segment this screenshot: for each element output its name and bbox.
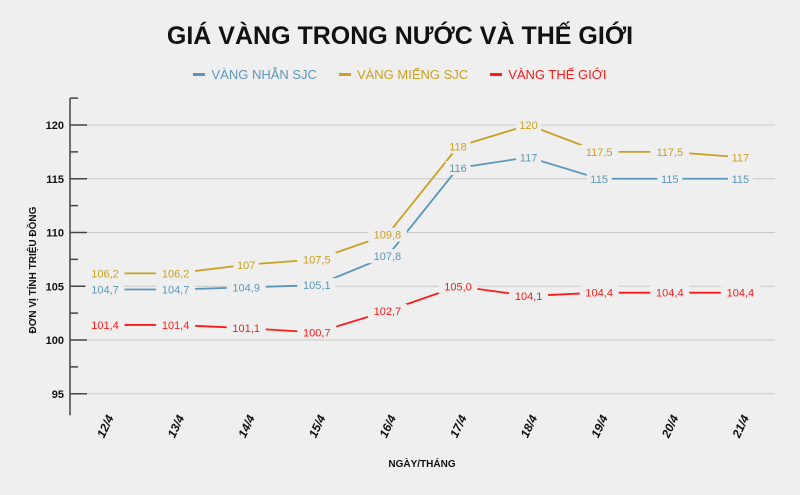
x-tick-label: 12/4	[94, 412, 117, 439]
legend-label: VÀNG THẾ GIỚI	[508, 67, 607, 82]
x-tick-label: 20/4	[658, 412, 681, 440]
legend-swatch	[338, 73, 351, 76]
data-label-bg	[516, 150, 542, 165]
y-tick-label: 115	[46, 174, 64, 186]
data-label: 104,4	[727, 288, 755, 300]
legend-item: VÀNG MIẾNG SJC	[338, 67, 469, 82]
data-label-bg	[233, 257, 259, 272]
data-label: 107,5	[303, 254, 331, 266]
data-label-bg	[720, 285, 760, 300]
data-label-bg	[727, 171, 753, 186]
data-label: 106,2	[162, 268, 190, 280]
data-label-bg	[367, 227, 407, 242]
x-tick-label: 19/4	[588, 412, 611, 439]
data-label-bg	[438, 279, 478, 294]
data-label: 104,7	[162, 284, 190, 296]
legend-label: VÀNG NHẪN SJC	[211, 67, 317, 82]
data-label-bg	[226, 280, 266, 295]
data-label-bg	[226, 321, 266, 336]
data-label-bg	[727, 150, 753, 165]
y-tick-label: 95	[52, 389, 64, 401]
data-label-bg	[445, 139, 471, 154]
legend-item: VÀNG THẾ GIỚI	[490, 67, 607, 82]
data-label: 118	[449, 142, 467, 154]
data-label: 100,7	[303, 327, 331, 339]
data-label: 117,5	[656, 147, 683, 159]
data-label-bg	[579, 144, 619, 159]
data-label: 105,1	[303, 280, 331, 292]
data-label: 109,8	[374, 230, 402, 242]
data-label: 102,7	[374, 306, 402, 318]
data-label-bg	[367, 303, 407, 318]
data-label: 115	[732, 174, 750, 186]
series-line	[105, 124, 741, 275]
data-label-bg	[156, 266, 196, 281]
x-tick-label: 16/4	[376, 412, 399, 439]
data-label-bg	[156, 282, 196, 297]
data-label-bg	[650, 285, 690, 300]
legend-item: VÀNG NHẪN SJC	[193, 67, 317, 82]
data-label: 106,2	[91, 268, 119, 280]
data-label: 104,7	[91, 284, 119, 296]
data-label: 117,5	[586, 147, 613, 159]
data-label-bg	[367, 249, 407, 264]
data-label: 105,0	[444, 281, 472, 293]
data-label-bg	[85, 282, 125, 297]
series-line	[105, 156, 741, 291]
data-label: 107	[237, 260, 255, 272]
x-tick-label: 13/4	[165, 412, 188, 439]
data-label-bg	[657, 171, 683, 186]
x-tick-label: 18/4	[518, 412, 541, 439]
y-axis-label: ĐƠN VỊ TÍNH TRIỆU ĐỒNG	[26, 206, 39, 333]
x-tick-label: 21/4	[729, 412, 752, 440]
x-tick-label: 17/4	[447, 412, 470, 439]
data-label: 116	[449, 163, 467, 175]
data-label: 107,8	[374, 251, 402, 263]
data-label-bg	[156, 317, 196, 332]
data-label: 104,4	[585, 288, 613, 300]
data-label-bg	[297, 325, 337, 340]
data-label: 104,4	[656, 288, 684, 300]
data-label-bg	[297, 278, 337, 293]
series-line	[105, 285, 741, 334]
data-label-bg	[85, 317, 125, 332]
chart-title: GIÁ VÀNG TRONG NƯỚC VÀ THẾ GIỚI	[166, 22, 634, 50]
legend-label: VÀNG MIẾNG SJC	[356, 67, 469, 82]
data-label: 115	[661, 174, 679, 186]
data-label-bg	[516, 118, 542, 132]
y-tick-label: 105	[46, 281, 64, 293]
data-label: 104,1	[515, 291, 543, 303]
data-label: 120	[519, 120, 537, 132]
legend-swatch	[490, 73, 503, 76]
data-label: 101,1	[232, 323, 260, 335]
x-axis-label: NGÀY/THÁNG	[388, 457, 455, 470]
x-tick-label: 14/4	[235, 412, 258, 439]
data-label: 104,9	[232, 282, 260, 294]
y-tick-label: 110	[46, 228, 64, 240]
data-label-bg	[445, 161, 471, 175]
data-label: 115	[590, 174, 608, 186]
data-label-bg	[650, 144, 690, 159]
y-tick-label: 100	[46, 335, 64, 347]
data-label-bg	[509, 288, 549, 303]
data-label-bg	[586, 171, 612, 186]
x-tick-label: 15/4	[306, 412, 329, 439]
data-label: 117	[732, 152, 750, 164]
y-tick-label: 120	[46, 120, 64, 132]
data-label-bg	[85, 266, 125, 281]
data-label-bg	[579, 285, 619, 300]
data-label: 101,4	[91, 320, 119, 332]
data-label-bg	[297, 252, 337, 267]
legend-swatch	[193, 73, 206, 76]
data-label: 117	[520, 152, 538, 164]
legend: VÀNG NHẪN SJC VÀNG MIẾNG SJC VÀNG THẾ GIỚI	[0, 67, 800, 82]
data-label: 101,4	[162, 320, 190, 332]
